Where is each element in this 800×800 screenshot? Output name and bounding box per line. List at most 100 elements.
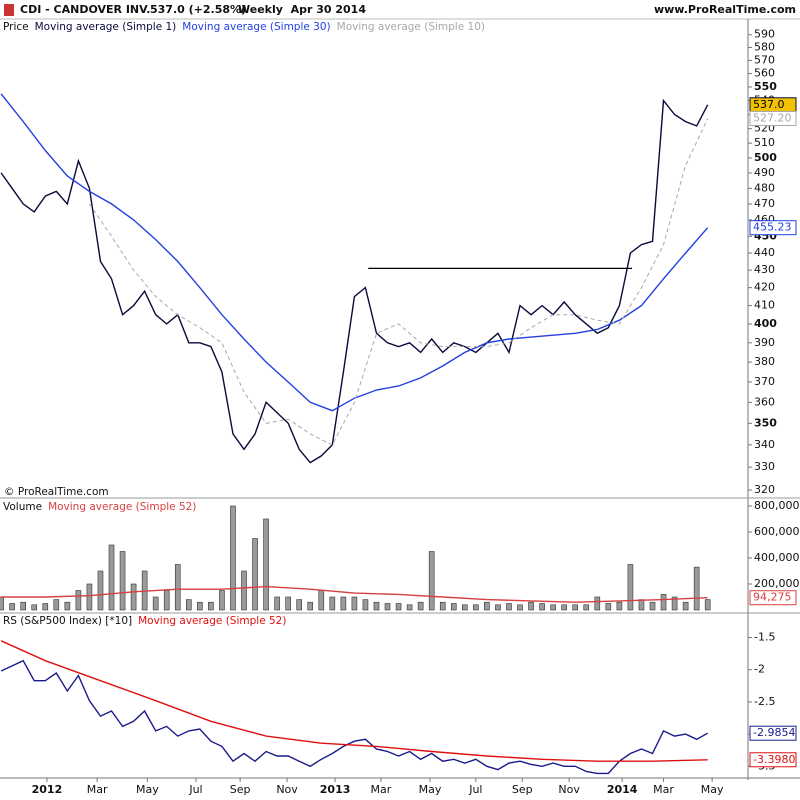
y-tick-label: 330 <box>754 460 775 473</box>
last-value-box <box>749 590 797 606</box>
volume-bar <box>517 604 523 611</box>
volume-bar <box>627 564 634 611</box>
volume-bar <box>362 599 369 611</box>
volume-bar <box>417 601 424 611</box>
legend-entry: Moving average (Simple 52) <box>48 501 196 513</box>
x-tick-label: Mar <box>87 783 108 796</box>
legend-entry: Moving average (Simple 30) <box>182 21 330 33</box>
legend-label: RS (S&P500 Index) [*10] <box>3 615 132 627</box>
y-tick-label: 370 <box>754 375 775 388</box>
volume-bar <box>307 601 314 611</box>
y-tick-label: 400 <box>754 317 777 330</box>
x-tick-label: May <box>419 783 442 796</box>
volume-bar <box>197 601 203 611</box>
volume-bar <box>495 604 501 611</box>
copyright: © ProRealTime.com <box>4 486 109 498</box>
x-tick-label: Nov <box>558 783 580 796</box>
last-value-label: 94,275 <box>753 591 792 604</box>
volume-bar <box>20 601 26 611</box>
y-tick-label: 590 <box>754 28 775 41</box>
volume-bar <box>97 570 104 611</box>
y-tick-label: -2.5 <box>754 695 775 708</box>
volume-bar <box>241 570 247 611</box>
volume-bar <box>594 596 601 611</box>
legend-entry: Moving average (Simple 10) <box>337 21 485 33</box>
volume-bar <box>462 604 468 611</box>
volume-bar <box>329 596 336 611</box>
volume-bar <box>439 601 446 611</box>
legend-label: Price <box>3 21 29 33</box>
volume-bar <box>119 551 126 611</box>
logo-icon <box>4 4 14 16</box>
x-tick-label: Mar <box>371 783 392 796</box>
volume-bar <box>583 604 590 611</box>
x-tick-label: 2014 <box>607 783 638 796</box>
volume-bar <box>506 603 512 611</box>
volume-bar <box>649 601 656 611</box>
volume-bar <box>450 603 457 611</box>
volume-bar <box>704 599 711 611</box>
legend-entry: Moving average (Simple 1) <box>35 21 177 33</box>
volume-bar <box>373 601 380 611</box>
volume-bar <box>605 603 612 611</box>
y-tick-label: 570 <box>754 53 775 66</box>
last-value-box <box>749 725 797 741</box>
y-tick-label: 800,000 <box>754 499 800 512</box>
x-tick-label: Nov <box>276 783 298 796</box>
series-line <box>88 118 709 446</box>
volume-bar <box>384 603 391 611</box>
y-tick-label: 600,000 <box>754 525 800 538</box>
header-site: www.ProRealTime.com <box>654 3 796 16</box>
last-value-box <box>749 220 797 236</box>
volume-bar <box>42 603 49 611</box>
series-line <box>0 640 708 762</box>
volume-bar <box>406 604 413 611</box>
volume-bar <box>572 604 579 611</box>
volume-bar <box>9 603 15 611</box>
volume-bar <box>75 590 82 611</box>
volume-bar <box>174 564 181 611</box>
last-value-box <box>749 752 797 768</box>
volume-bar <box>152 596 159 611</box>
volume-bar <box>395 603 402 611</box>
last-value-label: -3.3980 <box>753 753 795 766</box>
y-tick-label: 200,000 <box>754 577 800 590</box>
series-line <box>1 585 708 603</box>
volume-bar <box>208 601 214 611</box>
volume-bar <box>550 604 556 611</box>
y-tick-label: -1.5 <box>754 631 775 644</box>
volume-bar <box>31 604 38 611</box>
y-tick-label: 340 <box>754 438 775 451</box>
x-tick-label: Jul <box>468 783 482 796</box>
header-title: CDI - CANDOVER INV. <box>20 3 150 16</box>
y-tick-label: 480 <box>754 181 775 194</box>
y-tick-label: 560 <box>754 67 775 80</box>
volume-bar <box>340 596 347 611</box>
x-tick-label: Sep <box>230 783 251 796</box>
y-tick-label: 400,000 <box>754 551 800 564</box>
x-tick-label: 2012 <box>32 783 63 796</box>
y-tick-label: 320 <box>754 483 775 496</box>
volume-bar <box>64 601 71 611</box>
y-tick-label: 390 <box>754 336 775 349</box>
x-tick-label: Mar <box>653 783 674 796</box>
volume-bar <box>219 590 225 611</box>
volume-bar <box>638 599 645 611</box>
volume-bar <box>473 604 479 611</box>
volume-bar <box>682 601 689 611</box>
header-period: Weekly Apr 30 2014 <box>238 3 366 16</box>
x-tick-label: Sep <box>512 783 533 796</box>
y-tick-label: 510 <box>754 136 775 149</box>
x-tick-label: Jul <box>188 783 202 796</box>
volume-bar <box>484 601 490 611</box>
volume-bar <box>693 566 700 611</box>
volume-bar <box>561 604 567 611</box>
y-tick-label: 550 <box>754 80 777 93</box>
last-value-box <box>749 110 797 126</box>
volume-bar <box>108 544 115 611</box>
y-tick-label: 500 <box>754 151 777 164</box>
series-line <box>0 93 709 412</box>
y-tick-label: 430 <box>754 263 775 276</box>
volume-bar <box>428 551 435 611</box>
volume-bar <box>163 590 170 611</box>
